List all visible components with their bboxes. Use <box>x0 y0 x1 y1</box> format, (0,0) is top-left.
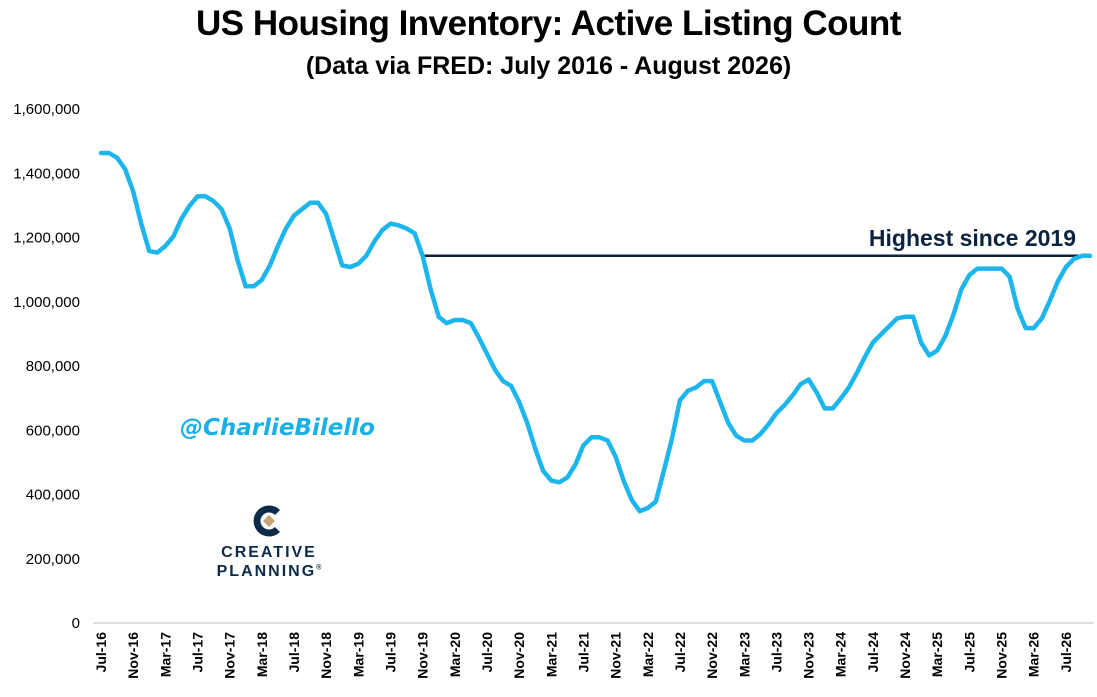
logo-line2: PLANNING® <box>214 563 324 581</box>
x-tick-label: Jul-16 <box>93 632 109 673</box>
y-tick-label: 400,000 <box>26 487 80 504</box>
x-tick-label: Nov-23 <box>801 632 817 679</box>
logo-line2-text: PLANNING <box>216 563 317 580</box>
y-tick-label: 800,000 <box>26 358 80 375</box>
logo-registered-mark: ® <box>316 564 322 572</box>
annotation-label: Highest since 2019 <box>869 225 1076 251</box>
annotation: Highest since 2019 <box>422 225 1090 258</box>
x-tick-label: Jul-23 <box>768 632 784 673</box>
x-tick-label: Mar-22 <box>640 632 656 677</box>
y-tick-label: 1,400,000 <box>13 165 80 182</box>
x-tick-label: Nov-25 <box>994 632 1010 679</box>
y-tick-label: 0 <box>72 615 80 632</box>
y-tick-label: 1,000,000 <box>13 294 80 311</box>
y-axis: 0 200,000 400,000 600,000 800,000 1,000,000 1,… <box>13 101 80 632</box>
y-tick-label: 200,000 <box>26 551 80 568</box>
x-tick-label: Nov-16 <box>125 632 141 679</box>
series-group <box>98 150 1093 514</box>
x-tick-label: Nov-21 <box>608 632 624 679</box>
active-listing-count-line <box>98 150 1093 514</box>
y-tick-label: 600,000 <box>26 422 80 439</box>
x-tick-label: Jul-21 <box>575 632 591 673</box>
x-tick-label: Mar-26 <box>1026 632 1042 677</box>
x-tick-label: Nov-22 <box>704 632 720 679</box>
x-axis: Jul-16 Nov-16 Mar-17 Jul-17 Nov-17 Mar-18 Jul-… <box>93 622 1094 679</box>
x-tick-label: Nov-18 <box>318 632 334 679</box>
y-tick-label: 1,200,000 <box>13 230 80 247</box>
logo-mark-icon <box>253 505 280 537</box>
x-tick-label: Jul-18 <box>286 632 302 673</box>
chart-title: US Housing Inventory: Active Listing Cou… <box>196 4 901 43</box>
x-tick-label: Nov-19 <box>415 632 431 679</box>
x-tick-label: Mar-25 <box>929 632 945 677</box>
x-tick-label: Mar-19 <box>350 632 366 677</box>
chart-subtitle: (Data via FRED: July 2016 - August 2026) <box>305 52 792 80</box>
x-tick-label: Mar-21 <box>543 632 559 677</box>
x-tick-label: Jul-25 <box>961 632 977 673</box>
x-tick-label: Jul-24 <box>865 632 881 673</box>
y-tick-label: 1,600,000 <box>13 101 80 118</box>
x-tick-label: Mar-18 <box>254 632 270 677</box>
x-tick-label: Jul-19 <box>382 632 398 673</box>
x-tick-label: Nov-20 <box>511 632 527 679</box>
creative-planning-logo: CREATIVE PLANNING® <box>214 503 324 583</box>
x-tick-label: Nov-17 <box>222 632 238 679</box>
x-tick-label: Jul-17 <box>189 632 205 673</box>
x-tick-label: Mar-17 <box>157 632 173 677</box>
x-tick-label: Jul-26 <box>1058 632 1074 673</box>
x-tick-label: Jul-22 <box>672 632 688 673</box>
x-tick-label: Mar-20 <box>447 632 463 677</box>
logo-line1: CREATIVE <box>221 544 317 561</box>
watermark-handle: @CharlieBilello <box>180 415 375 441</box>
x-tick-label: Nov-24 <box>897 632 913 679</box>
x-tick-label: Mar-24 <box>833 632 849 677</box>
x-tick-label: Mar-23 <box>736 632 752 677</box>
x-tick-label: Jul-20 <box>479 632 495 673</box>
